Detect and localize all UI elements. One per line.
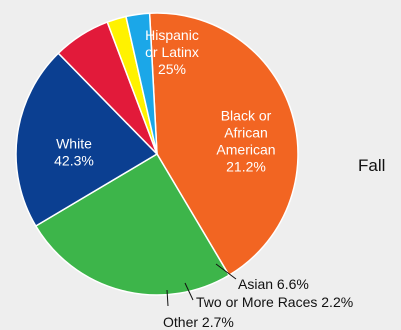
slice-label-0-line-1: 42.3% — [54, 153, 94, 169]
slice-label-5: Other 2.7% — [163, 314, 234, 330]
leader-line-3 — [215, 263, 237, 280]
slice-label-1-line-2: 25% — [158, 61, 186, 77]
pie-slice-1 — [34, 152, 231, 296]
slice-label-2-line-0: Black or — [221, 108, 272, 124]
slice-label-2-line-2: American — [216, 142, 275, 158]
chart-heading: Fall — [358, 156, 386, 175]
slice-label-4: Two or More Races 2.2% — [196, 294, 353, 310]
slice-label-0-line-0: White — [56, 136, 92, 152]
slice-label-2-line-3: 21.2% — [226, 159, 266, 175]
slice-label-1-line-0: Hispanic — [145, 27, 199, 43]
slice-label-1-line-1: or Latinx — [145, 44, 199, 60]
slice-label-3: Asian 6.6% — [238, 276, 309, 292]
slice-label-2-line-1: African — [224, 125, 268, 141]
leader-line-5 — [166, 289, 169, 307]
pie-slice-5 — [125, 12, 158, 155]
pie-slice-0 — [148, 12, 299, 277]
leader-line-4 — [184, 282, 194, 301]
pie-slice-2 — [15, 52, 159, 228]
